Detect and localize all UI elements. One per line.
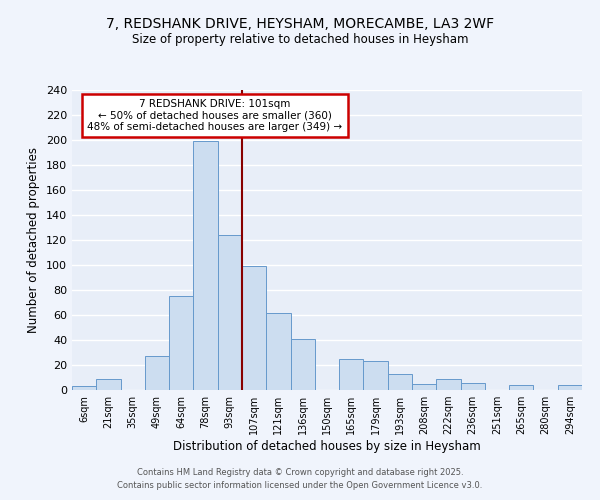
Y-axis label: Number of detached properties: Number of detached properties (28, 147, 40, 333)
Bar (558, 385, 582, 390)
Text: 7 REDSHANK DRIVE: 101sqm
← 50% of detached houses are smaller (360)
48% of semi-: 7 REDSHANK DRIVE: 101sqm ← 50% of detach… (87, 99, 343, 132)
Bar (388, 374, 412, 390)
Bar (218, 235, 242, 390)
Bar (436, 379, 461, 390)
Bar (169, 296, 193, 390)
Text: Contains HM Land Registry data © Crown copyright and database right 2025.
Contai: Contains HM Land Registry data © Crown c… (118, 468, 482, 490)
Bar (242, 266, 266, 390)
Bar (290, 339, 315, 390)
Bar (266, 312, 290, 390)
Text: Size of property relative to detached houses in Heysham: Size of property relative to detached ho… (132, 32, 468, 46)
Bar (509, 385, 533, 390)
Bar (412, 384, 436, 390)
Bar (461, 382, 485, 390)
Text: 7, REDSHANK DRIVE, HEYSHAM, MORECAMBE, LA3 2WF: 7, REDSHANK DRIVE, HEYSHAM, MORECAMBE, L… (106, 18, 494, 32)
Bar (339, 359, 364, 390)
Bar (145, 356, 169, 390)
Bar (72, 386, 96, 390)
Bar (193, 141, 218, 390)
Bar (364, 361, 388, 390)
Bar (96, 379, 121, 390)
X-axis label: Distribution of detached houses by size in Heysham: Distribution of detached houses by size … (173, 440, 481, 453)
